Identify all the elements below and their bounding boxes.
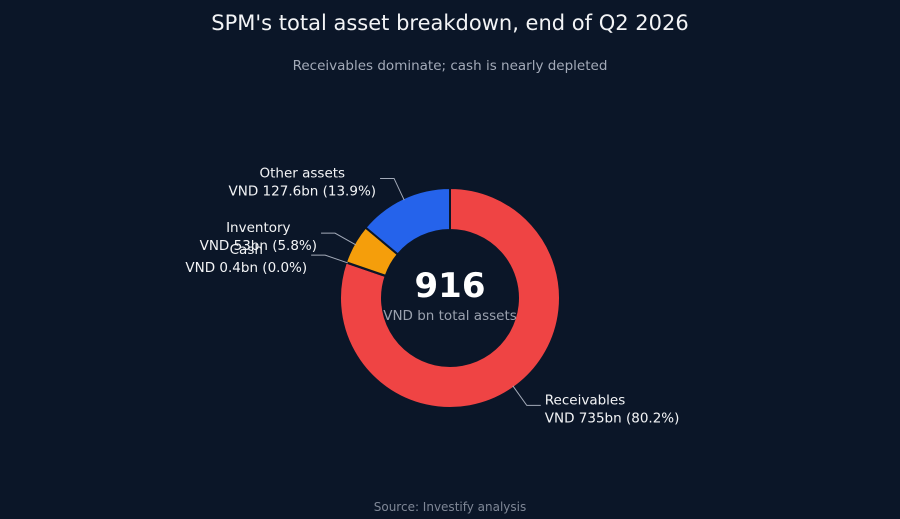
leader-line-other-assets [380, 177, 405, 201]
slice-label-value-receivables: VND 735bn (80.2%) [545, 410, 680, 426]
source-note: Source: Investify analysis [374, 500, 527, 514]
slice-label-value-cash: VND 0.4bn (0.0%) [185, 260, 307, 276]
slice-label-name-other-assets: Other assets [259, 165, 345, 181]
slice-label-name-receivables: Receivables [545, 392, 625, 408]
leader-lines [311, 177, 541, 406]
leader-line-receivables [512, 385, 541, 406]
center-total-value: 916 [415, 266, 486, 306]
slice-label-value-inventory: VND 53bn (5.8%) [200, 238, 317, 254]
chart-subtitle: Receivables dominate; cash is nearly dep… [293, 58, 608, 74]
slice-label-name-cash: Cash [230, 242, 263, 258]
slice-label-value-other-assets: VND 127.6bn (13.9%) [229, 183, 377, 199]
donut-slices [339, 186, 561, 409]
center-total-label: VND bn total assets [383, 308, 517, 324]
slice-other-assets [364, 186, 451, 256]
slice-label-name-inventory: Inventory [226, 220, 290, 236]
leader-line-inventory [321, 232, 357, 246]
slice-receivables [339, 186, 561, 409]
leader-line-cash [311, 254, 349, 264]
chart-title: SPM's total asset breakdown, end of Q2 2… [211, 11, 688, 35]
slice-labels: Receivables VND 735bn (80.2%) Cash VND 0.4b… [185, 165, 679, 426]
